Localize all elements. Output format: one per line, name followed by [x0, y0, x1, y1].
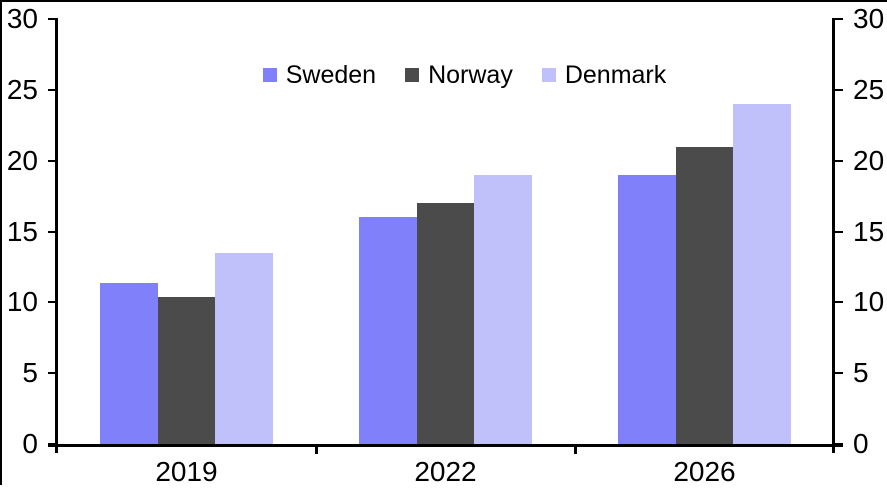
legend: Sweden Norway Denmark: [76, 61, 853, 89]
legend-item-denmark: Denmark: [541, 61, 667, 89]
bar-denmark-2022: [474, 174, 533, 444]
y-axis-label-right-5: 5: [853, 357, 869, 389]
y-tick-right-15: [835, 230, 843, 233]
x-tick-boundary-1: [314, 447, 318, 454]
legend-swatch-sweden: [262, 68, 277, 82]
x-axis-label-2022: 2022: [414, 456, 477, 487]
bar-denmark-2019: [215, 252, 274, 444]
y-axis-label-left-5: 5: [22, 357, 38, 389]
y-axis-label-left-30: 30: [6, 3, 38, 34]
legend-item-norway: Norway: [405, 61, 513, 89]
legend-swatch-denmark: [541, 68, 556, 82]
x-axis-line: [48, 444, 843, 447]
bar-sweden-2022: [359, 217, 417, 444]
y-tick-right-5: [835, 372, 843, 375]
y-tick-left-20: [48, 159, 56, 162]
legend-label-denmark: Denmark: [564, 61, 667, 89]
y-tick-right-30: [835, 18, 843, 20]
y-tick-right-10: [835, 301, 843, 304]
y-tick-left-25: [48, 88, 56, 91]
y-axis-right-line: [832, 18, 835, 453]
y-axis-label-right-20: 20: [853, 144, 885, 176]
bar-norway-2026: [675, 146, 734, 444]
y-axis-label-left-15: 15: [6, 215, 38, 247]
bar-norway-2019: [157, 296, 216, 444]
y-axis-left-line: [55, 18, 58, 453]
y-axis-label-left-20: 20: [6, 144, 38, 176]
y-tick-right-25: [835, 88, 843, 91]
y-tick-left-10: [48, 301, 56, 304]
y-tick-right-20: [835, 159, 843, 162]
bar-sweden-2019: [100, 282, 158, 444]
y-axis-label-right-15: 15: [853, 215, 885, 247]
legend-swatch-norway: [405, 68, 420, 82]
x-axis-label-2019: 2019: [155, 456, 218, 487]
y-axis-label-left-10: 10: [6, 286, 38, 318]
x-tick-boundary-2: [573, 447, 577, 454]
y-axis-label-left-25: 25: [6, 73, 38, 105]
y-axis-label-right-25: 25: [853, 73, 885, 105]
y-axis-label-right-30: 30: [853, 3, 885, 34]
y-tick-left-5: [48, 372, 56, 375]
legend-label-sweden: Sweden: [285, 61, 377, 89]
x-axis-label-2026: 2026: [673, 456, 736, 487]
y-axis-label-right-0: 0: [853, 428, 869, 459]
y-axis-label-left-0: 0: [22, 428, 38, 459]
bar-sweden-2026: [618, 174, 676, 444]
bar-denmark-2026: [733, 104, 792, 444]
y-tick-left-15: [48, 230, 56, 233]
y-axis-label-right-10: 10: [853, 286, 885, 318]
legend-item-sweden: Sweden: [262, 61, 377, 89]
legend-label-norway: Norway: [428, 61, 513, 89]
y-tick-left-30: [48, 18, 56, 20]
bar-norway-2022: [416, 203, 475, 444]
